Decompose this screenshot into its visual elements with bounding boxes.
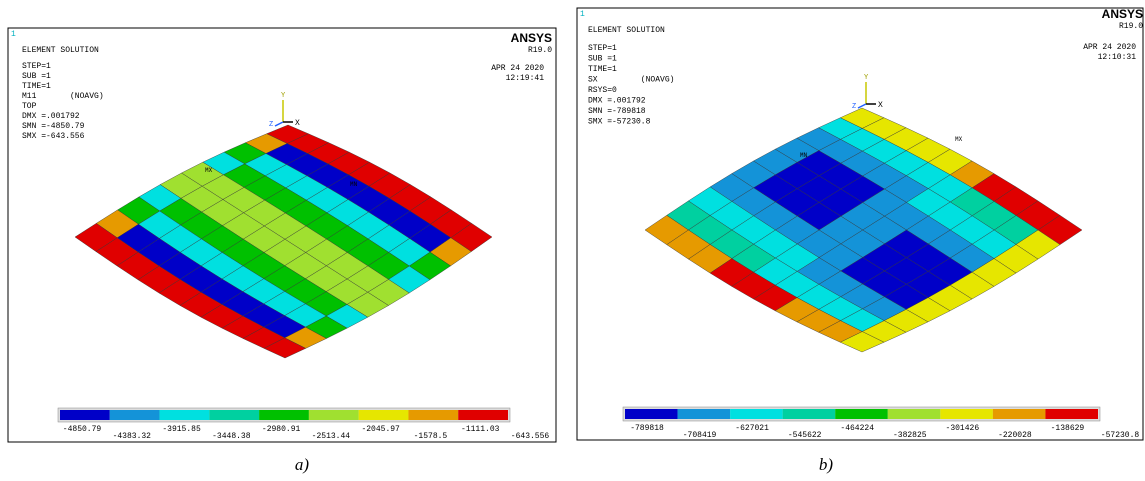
legend-swatch (110, 410, 160, 420)
info-line: SUB =1 (22, 72, 51, 81)
legend-label: -3448.38 (212, 432, 251, 441)
info-line: SMN =-789818 (588, 107, 646, 116)
legend-swatch (160, 410, 210, 420)
legend-label: -1111.03 (461, 425, 500, 434)
legend-label: -2045.97 (361, 425, 400, 434)
legend-swatch (359, 410, 409, 420)
max-marker: MX (955, 136, 963, 143)
legend-label: -382825 (893, 431, 927, 440)
plot-title: ELEMENT SOLUTION (22, 46, 99, 55)
plot-title: ELEMENT SOLUTION (588, 26, 665, 35)
legend-label: -2980.91 (262, 425, 301, 434)
legend-label: -138629 (1051, 424, 1085, 433)
axis-x-label: X (878, 101, 883, 110)
window-number: 1 (11, 30, 16, 39)
legend-swatch (259, 410, 309, 420)
figure: 1ELEMENT SOLUTIONSTEP=1SUB =1TIME=1M11 (… (0, 0, 1145, 481)
legend-swatch (730, 409, 783, 419)
min-marker: MN (350, 181, 358, 188)
info-line: SX (NOAVG) (588, 76, 674, 85)
info-line: DMX =.001792 (22, 112, 80, 121)
axis-z-label: Z (269, 121, 273, 129)
date: APR 24 2020 (491, 64, 544, 73)
legend-swatch (209, 410, 259, 420)
legend-label: -3915.85 (162, 425, 201, 434)
min-marker: MN (800, 152, 808, 159)
legend-label: -545622 (788, 431, 822, 440)
info-line: SUB =1 (588, 55, 617, 64)
legend-label: -789818 (630, 424, 664, 433)
legend-swatch (888, 409, 941, 419)
info-line: TOP (22, 102, 37, 111)
caption: b) (819, 455, 834, 474)
legend-swatch (940, 409, 993, 419)
axis-z-label: Z (852, 103, 856, 111)
legend-label: -4850.79 (63, 425, 102, 434)
legend-swatch (678, 409, 731, 419)
axis-x-label: X (295, 119, 300, 128)
time: 12:10:31 (1098, 53, 1137, 62)
time: 12:19:41 (506, 74, 545, 83)
version: R19.0 (528, 46, 552, 55)
legend-swatch (408, 410, 458, 420)
legend-swatch (60, 410, 110, 420)
info-line: TIME=1 (22, 82, 51, 91)
legend-swatch (625, 409, 678, 419)
legend-label: -643.556 (511, 432, 550, 441)
legend-swatch (993, 409, 1046, 419)
legend-swatch (1045, 409, 1098, 419)
info-line: SMX =-57230.8 (588, 118, 651, 127)
legend-label: -464224 (840, 424, 874, 433)
legend-label: -708419 (683, 431, 717, 440)
legend-label: -57230.8 (1101, 431, 1140, 440)
legend-swatch (309, 410, 359, 420)
version: R19.0 (1119, 22, 1143, 31)
legend-label: -627021 (735, 424, 769, 433)
legend-label: -1578.5 (414, 432, 448, 441)
info-line: SMX =-643.556 (22, 132, 85, 141)
legend-label: -220028 (998, 431, 1032, 440)
max-marker: MX (205, 167, 213, 174)
caption: a) (295, 455, 310, 474)
brand: ANSYS (1102, 7, 1143, 21)
legend-swatch (835, 409, 888, 419)
window-number: 1 (580, 10, 585, 19)
legend-label: -4383.32 (113, 432, 152, 441)
info-line: M11 (NOAVG) (22, 92, 104, 101)
legend-label: -2513.44 (312, 432, 351, 441)
info-line: STEP=1 (22, 62, 51, 71)
info-line: STEP=1 (588, 44, 617, 53)
brand: ANSYS (511, 31, 552, 45)
info-line: DMX =.001792 (588, 97, 646, 106)
date: APR 24 2020 (1083, 43, 1136, 52)
legend-label: -301426 (946, 424, 980, 433)
info-line: SMN =-4850.79 (22, 122, 85, 131)
info-line: TIME=1 (588, 65, 617, 74)
info-line: RSYS=0 (588, 86, 617, 95)
legend-swatch (783, 409, 836, 419)
legend-swatch (458, 410, 508, 420)
